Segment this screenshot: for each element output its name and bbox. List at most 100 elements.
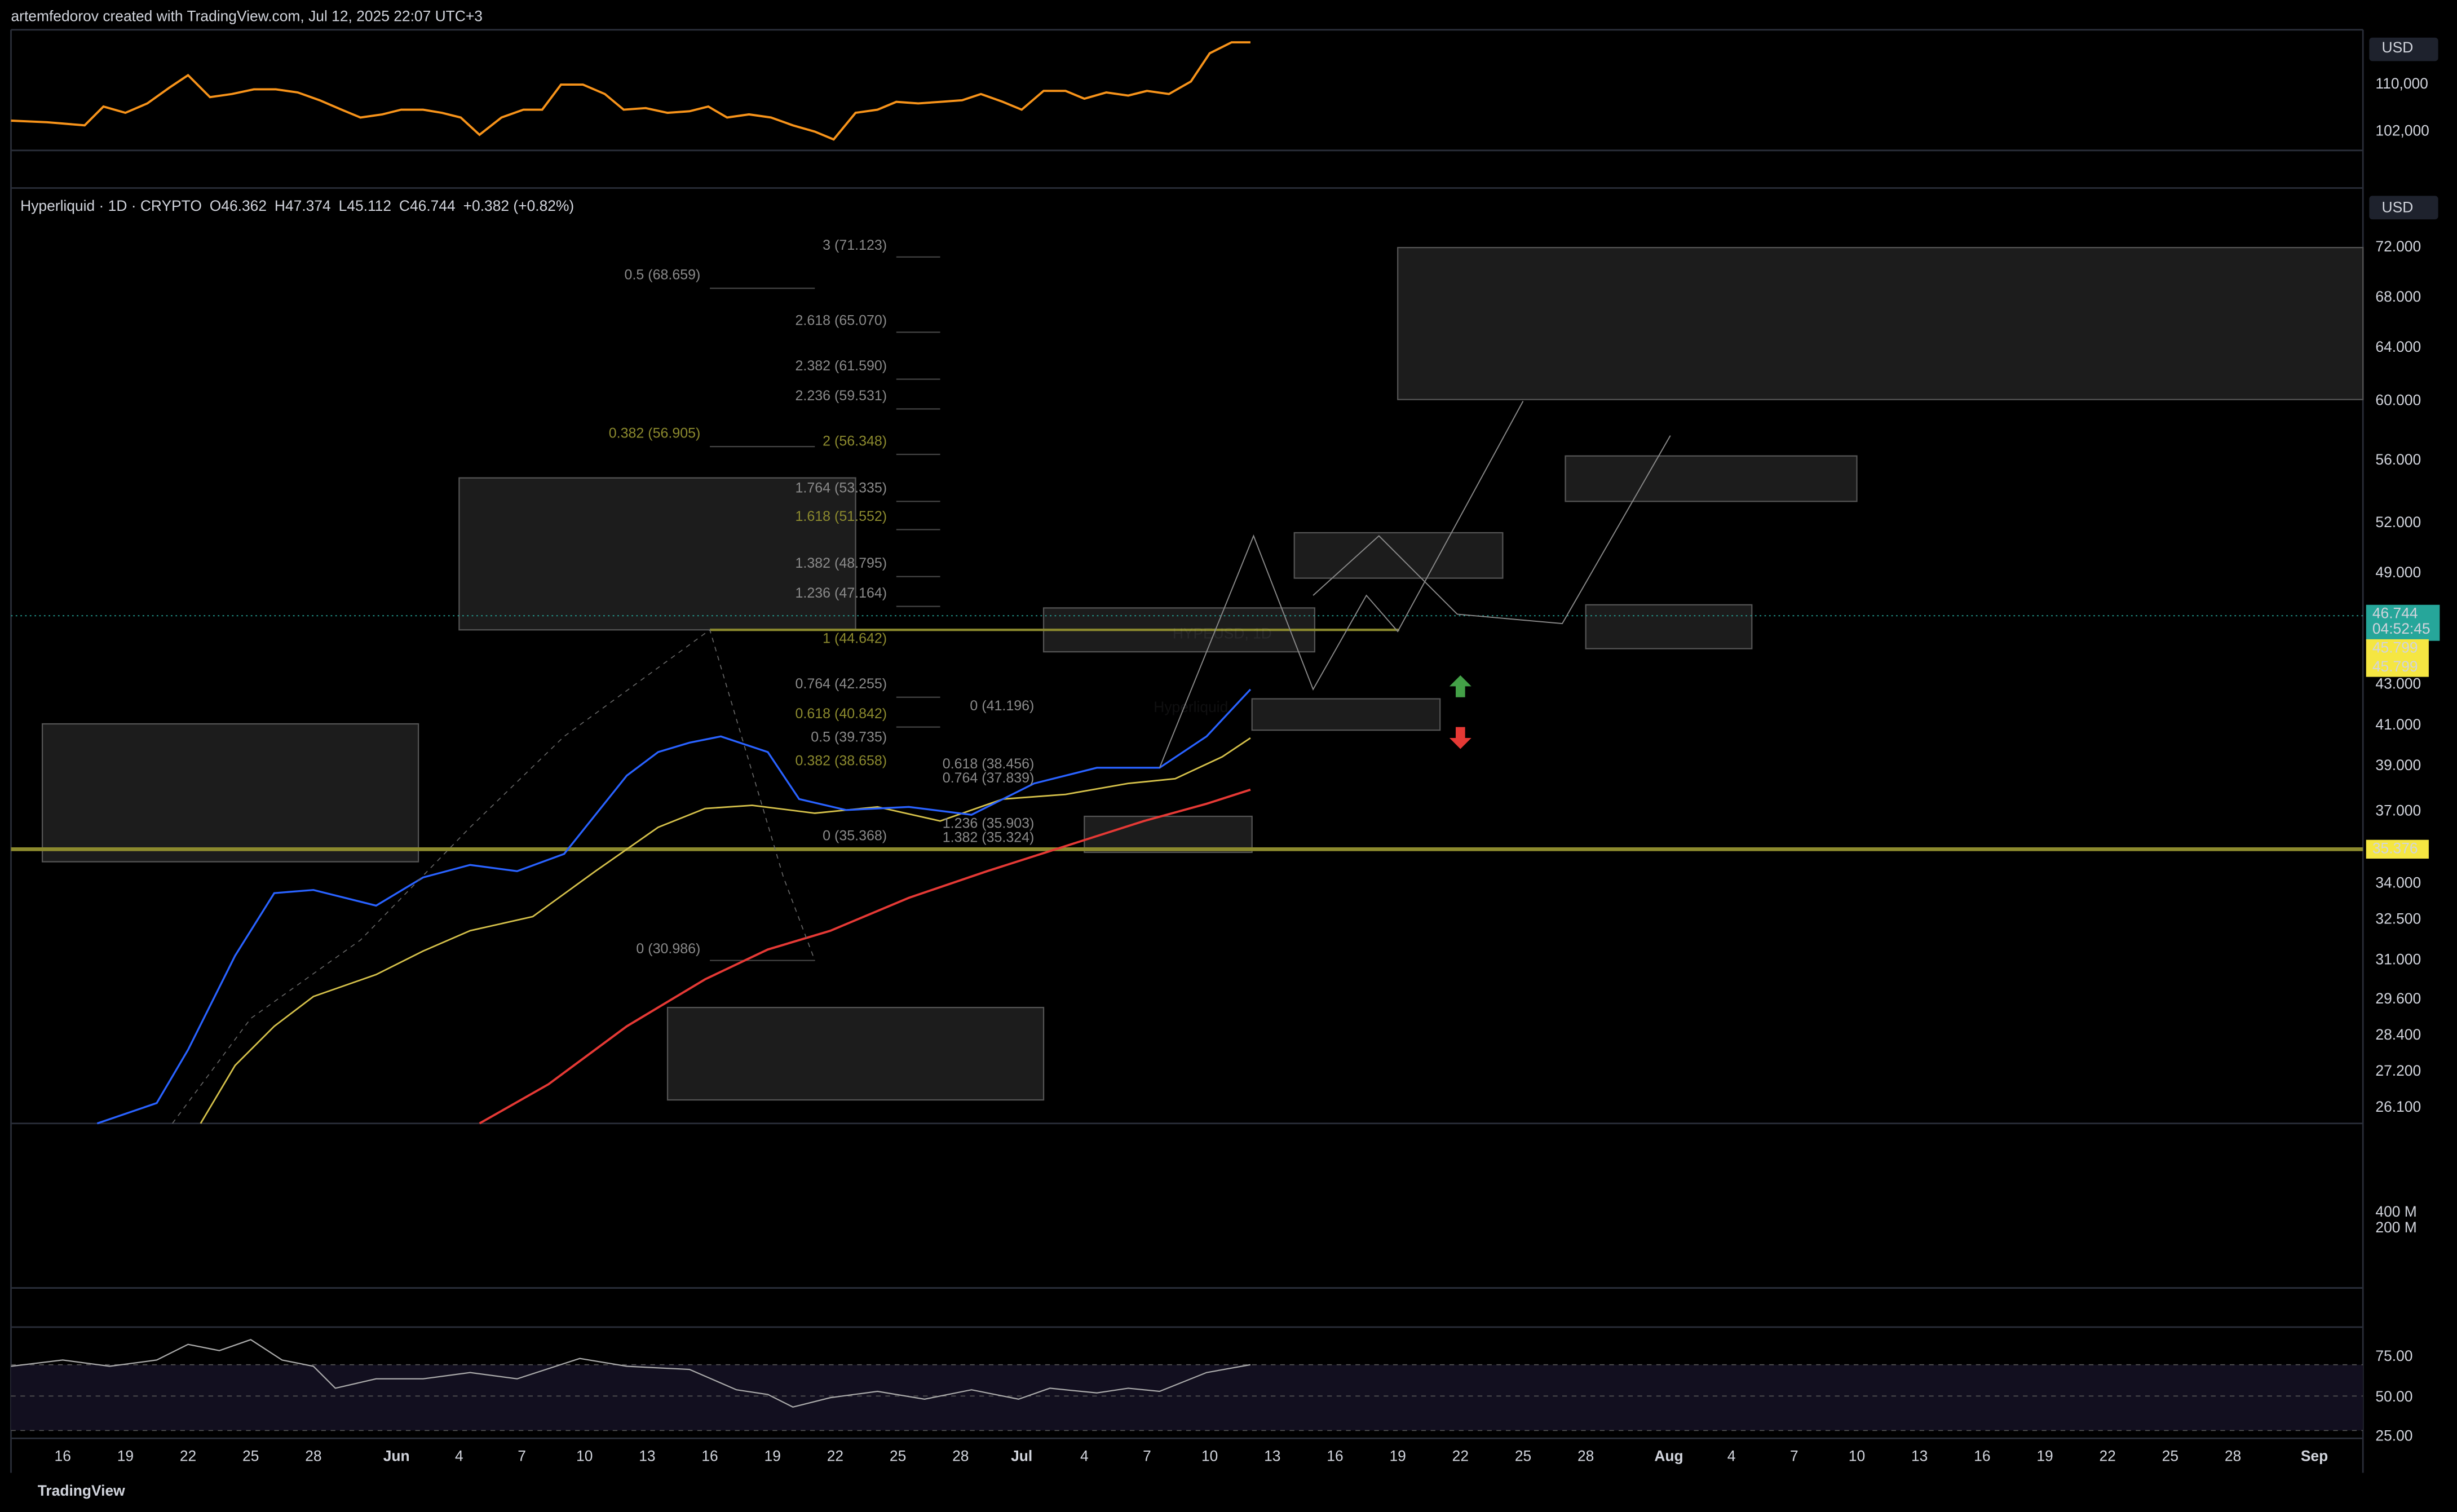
time-label: 25	[890, 1448, 906, 1465]
ma-yellow	[200, 737, 1251, 1124]
legend-label: O	[210, 197, 222, 214]
fib-label: 2.382 (61.590)	[795, 358, 887, 374]
axis-label: 32.500	[2375, 910, 2421, 927]
price-tag: 45.799	[2372, 658, 2418, 675]
fib-label: 1.382 (35.324)	[943, 830, 1035, 846]
price-tag: 45.799	[2372, 639, 2418, 656]
axis-label: 60.000	[2375, 391, 2421, 408]
zigzag	[172, 629, 816, 1124]
fib-label: 0.382 (56.905)	[609, 425, 701, 441]
time-label: 28	[305, 1448, 321, 1465]
legend-symbol: Hyperliquid · 1D · CRYPTO	[20, 197, 202, 214]
legend-change: +0.382 (+0.82%)	[463, 197, 575, 214]
fib-label: 0 (41.196)	[970, 698, 1034, 714]
tag-bg-support	[2366, 839, 2429, 859]
price-tag: 04:52:45	[2372, 620, 2431, 637]
time-label: 25	[242, 1448, 259, 1465]
axis-label: 110,000	[2375, 75, 2428, 92]
axis-label: 102,000	[2375, 122, 2429, 139]
axis-label: 31.000	[2375, 951, 2421, 968]
fib-label: 1.764 (53.335)	[795, 480, 887, 496]
axis-label: 29.600	[2375, 990, 2421, 1007]
time-label: 7	[1143, 1448, 1151, 1465]
axis-label: 72.000	[2375, 238, 2421, 255]
time-label: 16	[1327, 1448, 1343, 1465]
legend-label: C	[399, 197, 410, 214]
axis-label: 56.000	[2375, 451, 2421, 468]
legend-value: 46.744	[410, 197, 456, 214]
currency: USD	[2382, 39, 2414, 56]
axis-label: 39.000	[2375, 757, 2421, 773]
fib-label: 0.382 (38.658)	[795, 753, 887, 768]
time-label: 22	[180, 1448, 196, 1465]
time-label: 22	[2099, 1448, 2115, 1465]
tag-bg-last	[2366, 604, 2440, 641]
time-label: 13	[639, 1448, 655, 1465]
time-label: 28	[952, 1448, 969, 1465]
credit: artemfedorov created with TradingView.co…	[11, 8, 483, 25]
time-label: 19	[2036, 1448, 2053, 1465]
time-label: Jul	[1011, 1448, 1032, 1465]
fib-label: 0.618 (40.842)	[795, 706, 887, 722]
tag-bg-yellow	[2366, 639, 2429, 677]
btc-line	[11, 41, 1250, 141]
time-label: 7	[1790, 1448, 1798, 1465]
time-label: 22	[827, 1448, 843, 1465]
rsi-line	[11, 1339, 1251, 1408]
axis-label: 41.000	[2375, 716, 2421, 733]
axis-label: 34.000	[2375, 874, 2421, 891]
axis-label: 25.00	[2375, 1427, 2412, 1444]
fib-label: 1.236 (47.164)	[795, 585, 887, 601]
time-label: 7	[518, 1448, 526, 1465]
watermark: HYPEUSD, 1D	[1173, 625, 1272, 642]
fib-lines	[710, 256, 940, 961]
time-label: 28	[2225, 1448, 2241, 1465]
texts: artemfedorov created with TradingView.co…	[11, 8, 2431, 1499]
zone-boxes	[41, 247, 2364, 1101]
legend-value: 46.362	[221, 197, 267, 214]
fib-label: 0.764 (37.839)	[943, 770, 1035, 786]
axis-label: 27.200	[2375, 1062, 2421, 1079]
fib-label: 1.382 (48.795)	[795, 555, 887, 571]
price-tag: 46.744	[2372, 604, 2418, 621]
time-label: Aug	[1654, 1448, 1683, 1465]
axis-label: 49.000	[2375, 564, 2421, 581]
time-label: 16	[701, 1448, 718, 1465]
time-label: Sep	[2301, 1448, 2328, 1465]
axis-label: 28.400	[2375, 1026, 2421, 1043]
time-label: 4	[1080, 1448, 1089, 1465]
currency: USD	[2382, 199, 2414, 216]
fib-label: 2.618 (65.070)	[795, 312, 887, 328]
time-label: 10	[1849, 1448, 1865, 1465]
fib-label: 3 (71.123)	[823, 237, 887, 253]
time-label: 19	[765, 1448, 781, 1465]
currency-btn-main[interactable]	[2369, 196, 2438, 220]
time-label: 10	[576, 1448, 593, 1465]
currency-btn-top[interactable]	[2369, 37, 2438, 61]
ma-blue	[96, 688, 1252, 1125]
fib-label: 0 (35.368)	[823, 828, 887, 844]
time-label: 16	[55, 1448, 71, 1465]
axis-label: 75.00	[2375, 1347, 2412, 1364]
rsi-band	[11, 1364, 2363, 1431]
axis-label: 43.000	[2375, 675, 2421, 692]
watermark-sub: Hyperliquid	[1154, 698, 1228, 715]
axis-label: 200 M	[2375, 1219, 2416, 1236]
axis-label: 26.100	[2375, 1098, 2421, 1115]
price-tag: 35.376	[2372, 839, 2418, 856]
fib-label: 1 (44.642)	[823, 631, 887, 647]
fib-label: 0 (30.986)	[636, 941, 700, 957]
time-label: 19	[1389, 1448, 1406, 1465]
legend-value: 45.112	[347, 197, 391, 214]
time-label: 25	[1515, 1448, 1531, 1465]
time-label: 13	[1264, 1448, 1280, 1465]
projection-2	[1313, 435, 1671, 625]
fib-label: 1.236 (35.903)	[943, 816, 1035, 832]
brand: TradingView	[38, 1482, 125, 1499]
time-label: 4	[1727, 1448, 1736, 1465]
time-label: 10	[1201, 1448, 1218, 1465]
axis-label: 50.00	[2375, 1388, 2412, 1405]
time-label: 25	[2162, 1448, 2178, 1465]
fib-label: 1.618 (51.552)	[795, 509, 887, 524]
